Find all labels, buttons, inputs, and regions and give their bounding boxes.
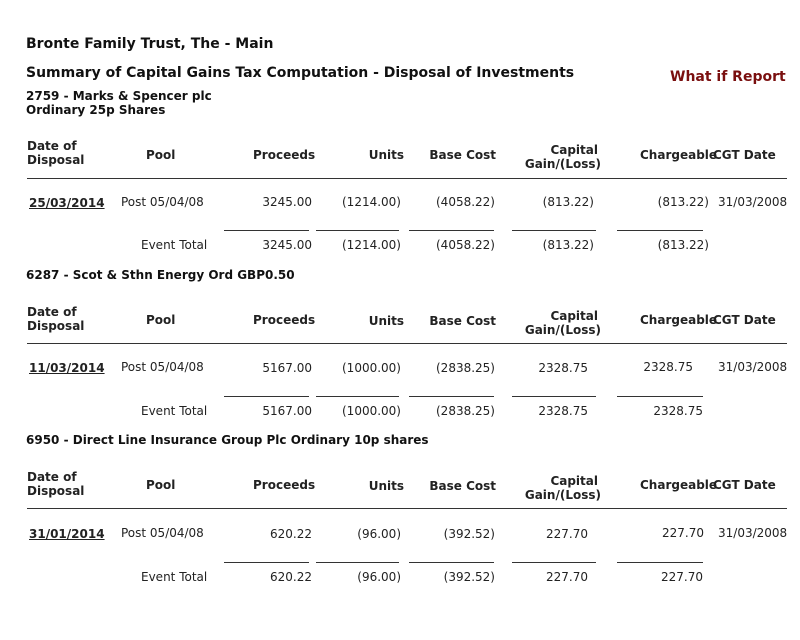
col-chargeable: Chargeable xyxy=(640,313,718,327)
header-rule xyxy=(27,178,787,179)
total-chargeable: 227.70 xyxy=(661,570,703,584)
cgt-date-value: 31/03/2008 xyxy=(718,526,788,540)
cgt-date-value: 31/03/2008 xyxy=(718,360,788,374)
disposal-date-link[interactable]: 11/03/2014 xyxy=(29,361,105,375)
col-capital-2: Gain/(Loss) xyxy=(524,157,601,171)
col-date-1: Date of xyxy=(27,139,77,153)
proceeds-value: 5167.00 xyxy=(262,361,312,375)
chargeable-value: 227.70 xyxy=(662,526,704,540)
col-cgt-date: CGT Date xyxy=(713,478,776,492)
capital-gain-value: 2328.75 xyxy=(538,361,588,375)
col-proceeds: Proceeds xyxy=(253,478,316,492)
chargeable-value: 2328.75 xyxy=(643,360,693,374)
total-rule xyxy=(316,396,399,397)
total-units: (1214.00) xyxy=(342,238,401,252)
col-base-cost: Base Cost xyxy=(429,479,496,493)
col-capital-2: Gain/(Loss) xyxy=(524,488,601,502)
col-date-2: Disposal xyxy=(27,319,85,333)
total-proceeds: 620.22 xyxy=(270,570,312,584)
capital-gain-value: 227.70 xyxy=(546,527,588,541)
total-chargeable: (813.22) xyxy=(657,238,709,252)
total-rule xyxy=(224,230,309,231)
section-2-name: 6287 - Scot & Sthn Energy Ord GBP0.50 xyxy=(26,268,295,282)
col-cgt-date: CGT Date xyxy=(713,313,776,327)
pool-value: Post 05/04/08 xyxy=(121,195,204,209)
total-rule xyxy=(512,396,596,397)
units-value: (1214.00) xyxy=(342,195,401,209)
total-capital-gain: (813.22) xyxy=(542,238,594,252)
what-if-label: What if Report xyxy=(670,69,786,85)
total-rule xyxy=(512,230,596,231)
col-pool: Pool xyxy=(146,313,176,327)
header-rule xyxy=(27,508,787,509)
total-rule xyxy=(224,396,309,397)
units-value: (1000.00) xyxy=(342,361,401,375)
cgt-date-value: 31/03/2008 xyxy=(718,195,788,209)
disposal-date-link[interactable]: 25/03/2014 xyxy=(29,196,105,210)
section-1-name: 2759 - Marks & Spencer plc xyxy=(26,89,212,103)
col-units: Units xyxy=(368,148,404,162)
total-rule xyxy=(617,230,703,231)
col-date-2: Disposal xyxy=(27,153,85,167)
section-3-name: 6950 - Direct Line Insurance Group Plc O… xyxy=(26,433,429,447)
total-rule xyxy=(409,562,494,563)
base-cost-value: (4058.22) xyxy=(436,195,495,209)
total-units: (96.00) xyxy=(357,570,401,584)
total-capital-gain: 227.70 xyxy=(546,570,588,584)
total-rule xyxy=(512,562,596,563)
col-proceeds: Proceeds xyxy=(253,313,316,327)
col-date-1: Date of xyxy=(27,305,77,319)
section-1-subname: Ordinary 25p Shares xyxy=(26,103,166,117)
pool-value: Post 05/04/08 xyxy=(121,360,204,374)
event-total-label: Event Total xyxy=(141,570,208,584)
total-capital-gain: 2328.75 xyxy=(538,404,588,418)
col-date-2: Disposal xyxy=(27,484,85,498)
col-capital-1: Capital xyxy=(550,143,598,157)
col-capital-2: Gain/(Loss) xyxy=(524,323,601,337)
col-units: Units xyxy=(368,479,404,493)
chargeable-value: (813.22) xyxy=(657,195,709,209)
total-chargeable: 2328.75 xyxy=(653,404,703,418)
proceeds-value: 3245.00 xyxy=(262,195,312,209)
col-base-cost: Base Cost xyxy=(429,148,496,162)
col-base-cost: Base Cost xyxy=(429,314,496,328)
base-cost-value: (2838.25) xyxy=(436,361,495,375)
event-total-label: Event Total xyxy=(141,404,208,418)
disposal-date-link[interactable]: 31/01/2014 xyxy=(29,527,105,541)
total-base-cost: (4058.22) xyxy=(436,238,495,252)
col-chargeable: Chargeable xyxy=(640,478,718,492)
proceeds-value: 620.22 xyxy=(270,527,312,541)
total-base-cost: (2838.25) xyxy=(436,404,495,418)
total-base-cost: (392.52) xyxy=(443,570,495,584)
col-date-1: Date of xyxy=(27,470,77,484)
total-proceeds: 5167.00 xyxy=(262,404,312,418)
total-rule xyxy=(316,230,399,231)
total-proceeds: 3245.00 xyxy=(262,238,312,252)
total-rule xyxy=(316,562,399,563)
col-capital-1: Capital xyxy=(550,309,598,323)
col-chargeable: Chargeable xyxy=(640,148,718,162)
event-total-label: Event Total xyxy=(141,238,208,252)
capital-gain-value: (813.22) xyxy=(542,195,594,209)
col-pool: Pool xyxy=(146,478,176,492)
total-rule xyxy=(409,230,494,231)
pool-value: Post 05/04/08 xyxy=(121,526,204,540)
total-rule xyxy=(409,396,494,397)
total-rule xyxy=(617,562,703,563)
col-units: Units xyxy=(368,314,404,328)
base-cost-value: (392.52) xyxy=(443,527,495,541)
header-rule xyxy=(27,343,787,344)
total-rule xyxy=(617,396,703,397)
entity-title: Bronte Family Trust, The - Main xyxy=(26,36,274,52)
col-cgt-date: CGT Date xyxy=(713,148,776,162)
total-units: (1000.00) xyxy=(342,404,401,418)
units-value: (96.00) xyxy=(357,527,401,541)
col-proceeds: Proceeds xyxy=(253,148,316,162)
col-pool: Pool xyxy=(146,148,176,162)
total-rule xyxy=(224,562,309,563)
col-capital-1: Capital xyxy=(550,474,598,488)
report-title: Summary of Capital Gains Tax Computation… xyxy=(26,65,575,81)
